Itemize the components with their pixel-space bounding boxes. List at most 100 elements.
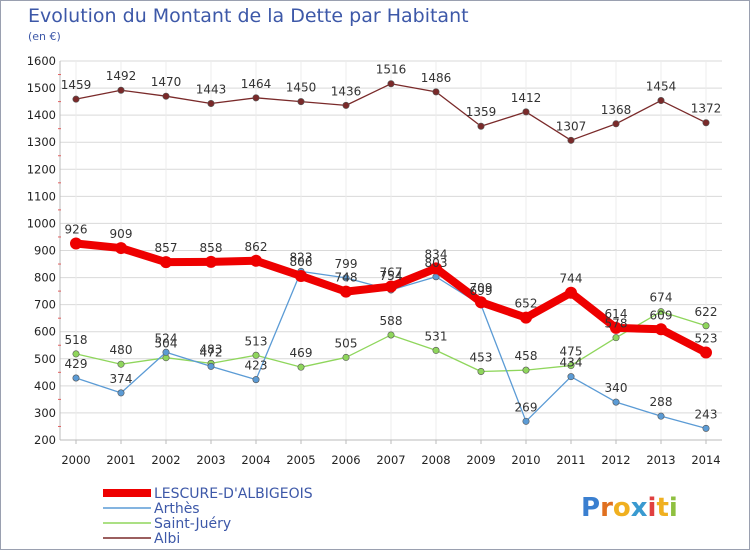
data-label: 288 (650, 395, 673, 409)
chart-subtitle: (en €) (28, 30, 61, 43)
data-point (342, 274, 350, 282)
x-tick-label: 2009 (466, 453, 495, 467)
legend-label: LESCURE-D'ALBIGEOIS (154, 486, 313, 502)
data-point (520, 311, 532, 324)
data-point (207, 362, 215, 370)
x-tick-label: 2008 (421, 453, 450, 467)
data-point (160, 256, 172, 269)
data-label: 1516 (376, 63, 407, 77)
data-label: 609 (650, 308, 673, 322)
y-tick-label: 1500 (27, 81, 56, 95)
data-label: 1307 (556, 119, 587, 133)
data-point (432, 346, 440, 354)
data-label: 1492 (106, 69, 137, 83)
data-label: 1436 (331, 84, 362, 98)
data-point (387, 331, 395, 339)
data-label: 909 (110, 227, 133, 241)
data-label: 429 (65, 357, 88, 371)
data-label: 754 (380, 269, 403, 283)
legend-label: Albi (154, 531, 180, 547)
data-label: 767 (380, 266, 403, 280)
data-label: 823 (290, 250, 313, 264)
data-point (702, 424, 710, 432)
data-point (657, 97, 665, 105)
data-label: 709 (470, 281, 493, 295)
data-point (567, 136, 575, 144)
series-2 (72, 308, 710, 376)
data-label: 803 (425, 256, 448, 270)
data-point (117, 389, 125, 397)
data-label: 423 (245, 359, 268, 373)
data-point (702, 322, 710, 330)
legend-item: Saint-Juéry (103, 516, 231, 532)
data-point (162, 348, 170, 356)
data-point (250, 254, 262, 267)
data-label: 505 (335, 336, 358, 350)
data-label: 622 (695, 305, 718, 319)
x-tick-label: 2013 (646, 453, 675, 467)
x-tick-label: 2010 (511, 453, 540, 467)
data-point (342, 101, 350, 109)
data-point (162, 92, 170, 100)
legend-label: Arthès (154, 501, 200, 517)
data-point (702, 119, 710, 127)
data-point (117, 86, 125, 94)
data-point (117, 360, 125, 368)
data-point (72, 95, 80, 103)
data-point (297, 98, 305, 106)
data-label: 518 (65, 333, 88, 347)
data-point (385, 280, 397, 293)
x-tick-label: 2004 (241, 453, 270, 467)
data-point (655, 323, 667, 336)
data-label: 480 (110, 343, 133, 357)
x-tick-label: 2012 (601, 453, 630, 467)
data-point (612, 120, 620, 128)
data-label: 674 (650, 291, 673, 305)
data-point (657, 412, 665, 420)
x-tick-label: 2000 (61, 453, 90, 467)
data-point (565, 286, 577, 299)
y-tick-label: 200 (34, 433, 56, 447)
data-point (700, 346, 712, 359)
data-point (340, 285, 352, 298)
y-tick-label: 1200 (27, 162, 56, 176)
data-point (477, 122, 485, 130)
data-label: 1450 (286, 81, 317, 95)
data-label: 475 (560, 345, 583, 359)
data-point (387, 80, 395, 88)
data-point (522, 366, 530, 374)
data-point (567, 362, 575, 370)
data-point (567, 373, 575, 381)
proxiti-logo: Proxiti (581, 493, 678, 523)
data-label: 434 (560, 356, 583, 370)
data-label: 340 (605, 381, 628, 395)
data-label: 806 (290, 255, 313, 269)
data-point (610, 321, 622, 334)
y-tick-label: 1600 (27, 54, 56, 68)
legend-item: Albi (103, 531, 180, 547)
data-point (657, 308, 665, 316)
series-layer (70, 80, 712, 432)
x-tick-label: 2006 (331, 453, 360, 467)
data-label: 523 (695, 332, 718, 346)
data-point (72, 350, 80, 358)
data-label: 614 (605, 307, 628, 321)
data-point (612, 334, 620, 342)
data-label: 1372 (691, 102, 722, 116)
x-tick-label: 2007 (376, 453, 405, 467)
data-point (207, 100, 215, 108)
chart-title: Evolution du Montant de la Dette par Hab… (28, 5, 469, 27)
data-point (522, 108, 530, 116)
data-label: 513 (245, 334, 268, 348)
legend-item: LESCURE-D'ALBIGEOIS (103, 486, 313, 502)
y-tick-label: 1300 (27, 135, 56, 149)
data-label: 578 (605, 317, 628, 331)
data-point (252, 376, 260, 384)
logo: Proxiti (581, 493, 678, 523)
legend-item: Arthès (103, 501, 200, 517)
data-label: 857 (155, 241, 178, 255)
data-label: 1459 (61, 78, 92, 92)
x-tick-label: 2011 (556, 453, 585, 467)
